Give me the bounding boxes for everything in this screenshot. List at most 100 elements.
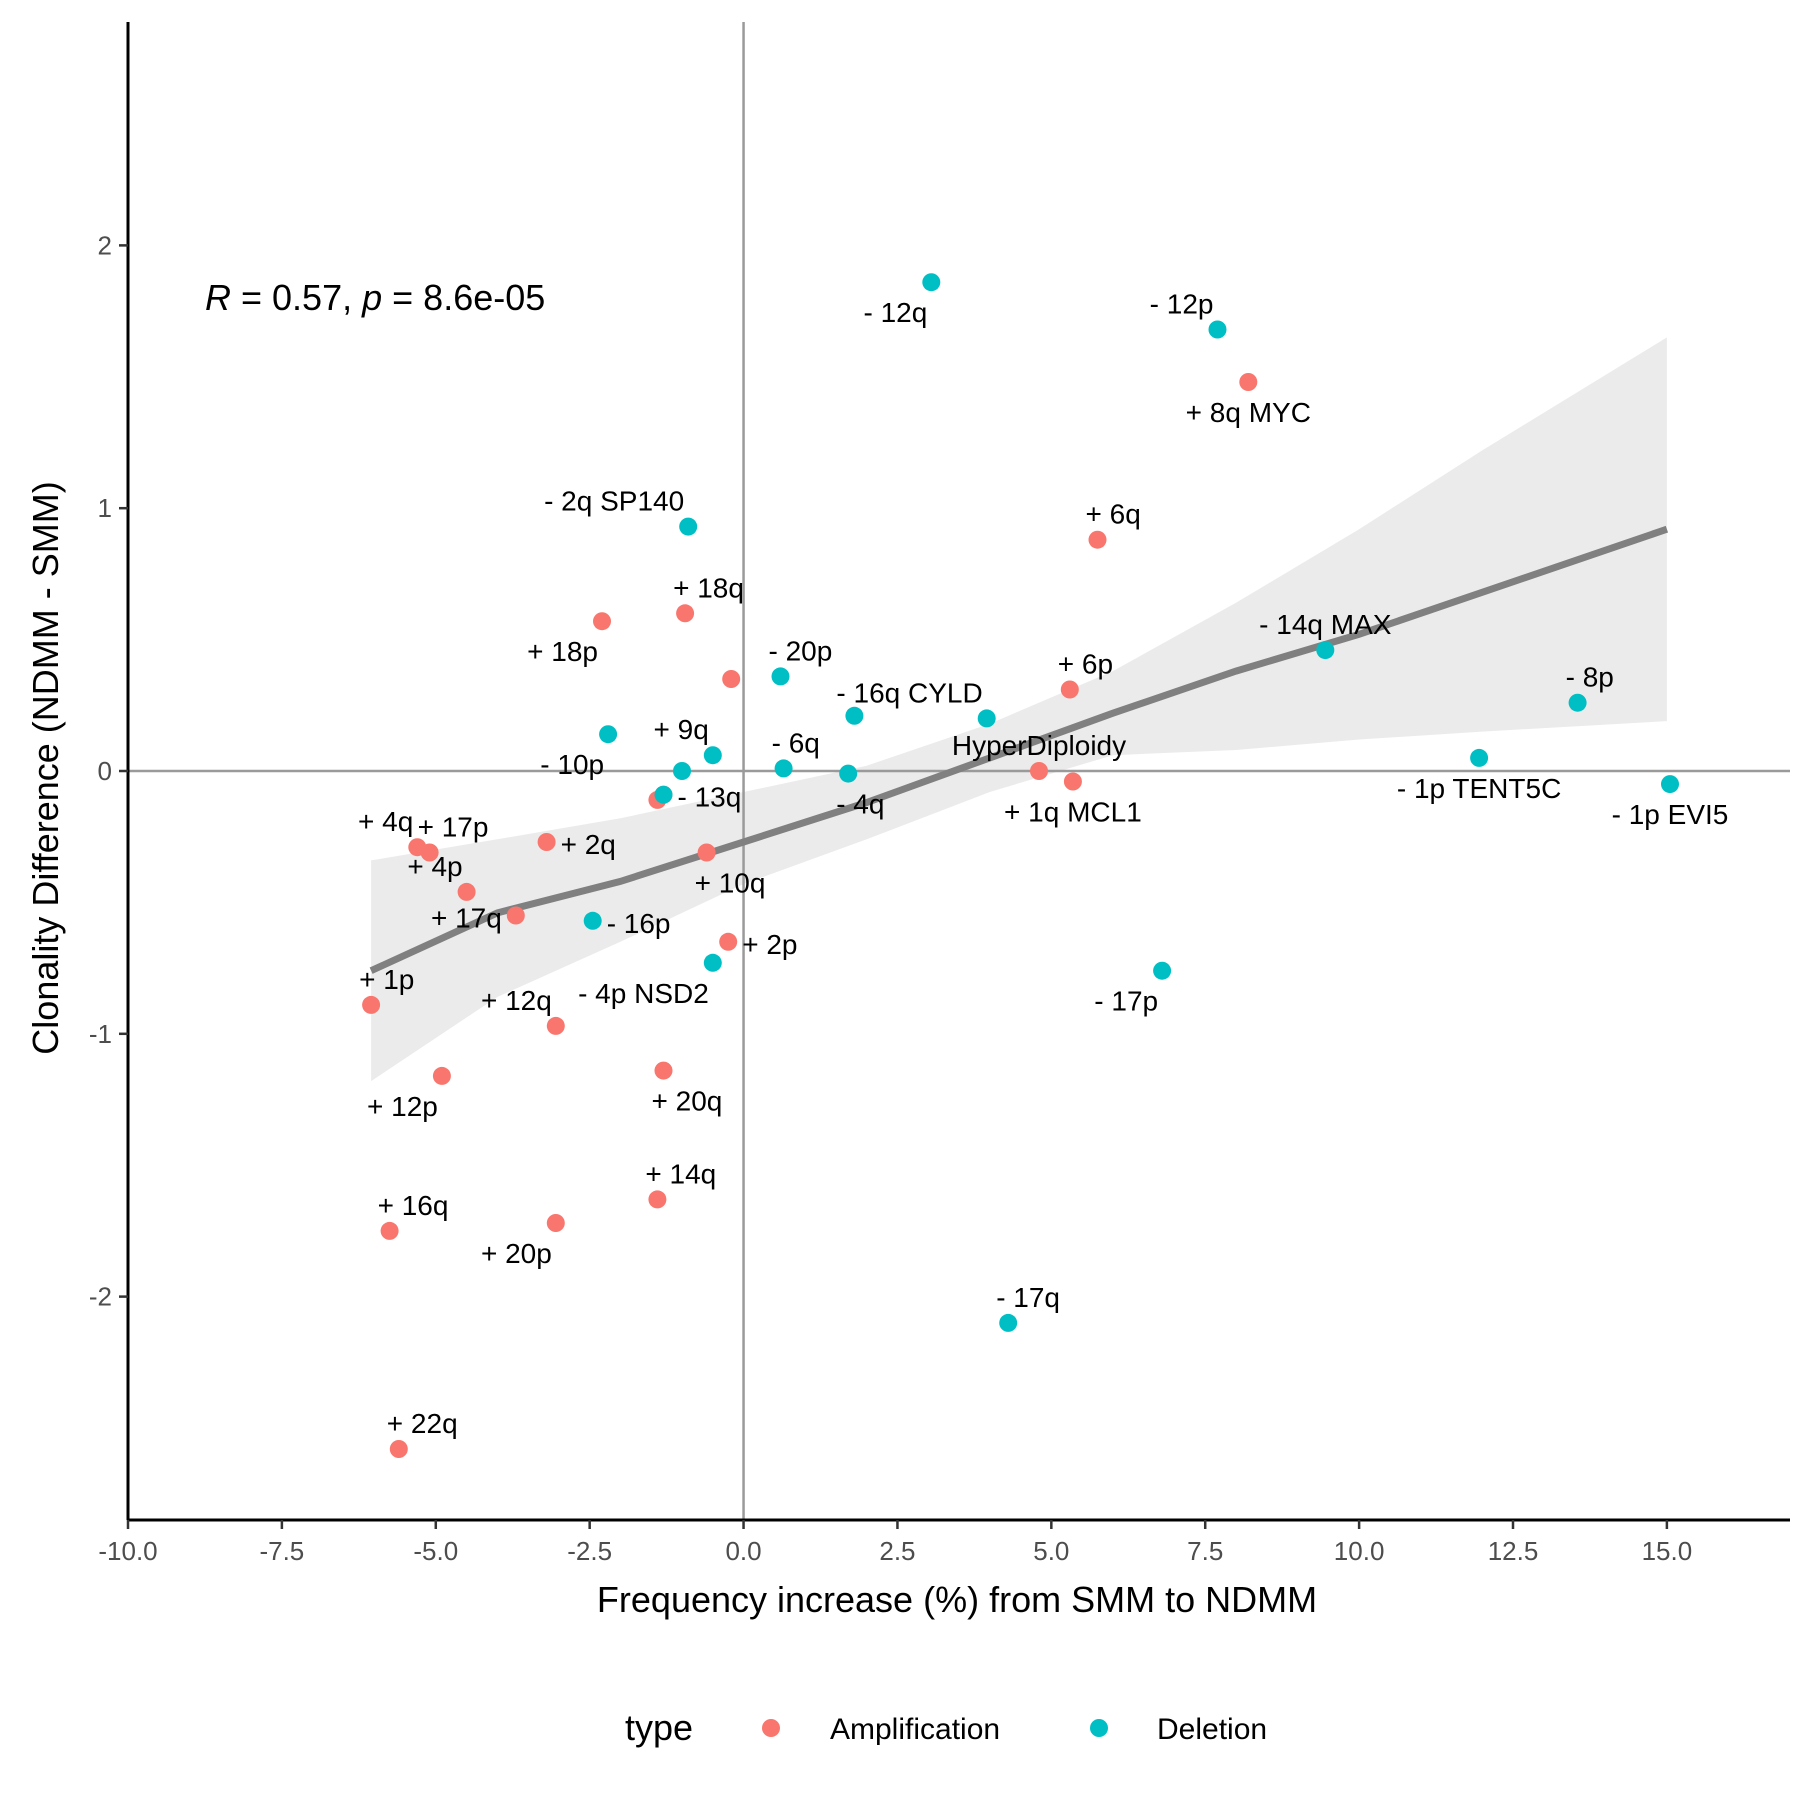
data-point xyxy=(722,670,741,688)
point-label: + 17q xyxy=(431,903,502,934)
point-label: - 17p xyxy=(1094,986,1158,1017)
data-point xyxy=(546,1214,565,1232)
x-tick-label: 10.0 xyxy=(1334,1536,1385,1566)
x-tick-label: 5.0 xyxy=(1033,1536,1069,1566)
y-tick-label: 1 xyxy=(98,493,112,523)
data-point xyxy=(697,843,716,862)
data-point xyxy=(648,1190,667,1209)
legend-swatch-amplification xyxy=(762,1719,780,1737)
p-symbol: p xyxy=(361,277,382,318)
point-label: + 2p xyxy=(742,929,797,960)
r-symbol: R xyxy=(205,277,231,318)
data-point xyxy=(703,746,722,765)
point-label: + 20p xyxy=(481,1238,552,1269)
point-label: + 4q xyxy=(358,806,413,837)
point-label: + 22q xyxy=(387,1408,458,1439)
data-point xyxy=(703,953,722,972)
y-tick-label: 2 xyxy=(98,230,112,260)
point-label: + 17p xyxy=(418,812,489,843)
data-point xyxy=(774,759,793,778)
data-point xyxy=(1060,680,1079,699)
point-label: + 20q xyxy=(652,1086,723,1117)
p-value: = 8.6e-05 xyxy=(382,277,545,318)
point-label: - 13q xyxy=(678,782,742,813)
x-tick-label: -10.0 xyxy=(98,1536,157,1566)
data-point xyxy=(1153,961,1172,980)
point-label: - 14q MAX xyxy=(1259,609,1392,640)
point-label: - 1p TENT5C xyxy=(1397,773,1561,804)
data-point xyxy=(1470,748,1489,767)
legend-swatch-deletion xyxy=(1090,1719,1108,1737)
data-point xyxy=(922,273,941,292)
y-tick-label: 0 xyxy=(98,756,112,786)
x-tick-label: 12.5 xyxy=(1488,1536,1539,1566)
data-point xyxy=(1661,775,1679,794)
data-point xyxy=(845,706,864,725)
data-point xyxy=(432,1066,451,1085)
x-axis-title: Frequency increase (%) from SMM to NDMM xyxy=(597,1579,1317,1620)
data-point xyxy=(593,612,611,631)
confidence-band-group xyxy=(371,337,1667,1082)
data-point xyxy=(977,709,996,728)
data-point xyxy=(1316,641,1335,660)
legend-label-amplification: Amplification xyxy=(830,1713,1000,1746)
legend-label-deletion: Deletion xyxy=(1157,1713,1267,1746)
data-point xyxy=(654,1061,673,1080)
data-point xyxy=(719,932,738,951)
regression-line xyxy=(369,525,1669,974)
x-tick-label: -2.5 xyxy=(567,1536,612,1566)
data-point xyxy=(1030,762,1048,780)
point-label: - 8p xyxy=(1566,662,1614,693)
data-point xyxy=(1568,693,1587,712)
point-label: + 6q xyxy=(1086,499,1141,530)
point-label: - 17q xyxy=(996,1282,1060,1313)
point-label: + 18p xyxy=(527,636,598,667)
correlation-annotation: R = 0.57, p = 8.6e-05 xyxy=(205,277,545,318)
data-point xyxy=(537,833,556,851)
point-label: - 2q SP140 xyxy=(544,486,684,517)
point-label: - 4q xyxy=(836,789,884,820)
x-tick-label: 7.5 xyxy=(1187,1536,1223,1566)
data-point xyxy=(506,906,525,925)
legend: type Amplification Deletion xyxy=(625,1707,1267,1748)
x-tick-label: -5.0 xyxy=(413,1536,458,1566)
y-axis-title: Clonality Difference (NDMM - SMM) xyxy=(25,481,66,1054)
y-tick-label: -2 xyxy=(89,1282,112,1312)
point-label: + 1p xyxy=(359,964,414,995)
point-label: - 12q xyxy=(863,297,927,328)
point-label: + 4p xyxy=(407,851,462,882)
confidence-band xyxy=(371,337,1667,1082)
point-label: - 10p xyxy=(540,749,604,780)
point-labels-group: + 8q MYC + 6q + 18q + 18p + 6p HyperDiploidy +… xyxy=(358,289,1728,1440)
point-label: + 16q xyxy=(378,1190,449,1221)
r-value: = 0.57, xyxy=(231,277,362,318)
data-point xyxy=(654,785,673,804)
data-point xyxy=(546,1016,565,1035)
point-label: HyperDiploidy xyxy=(952,730,1126,761)
point-label: + 12q xyxy=(481,985,552,1016)
point-label: + 14q xyxy=(645,1158,716,1189)
point-label: + 1q MCL1 xyxy=(1004,797,1142,828)
point-label: + 2q xyxy=(561,829,616,860)
x-tick-label: 0.0 xyxy=(725,1536,761,1566)
point-label: - 6q xyxy=(772,727,820,758)
point-label: + 10q xyxy=(695,868,766,899)
x-tick-label: 2.5 xyxy=(879,1536,915,1566)
point-label: + 18q xyxy=(673,572,744,603)
point-label: - 20p xyxy=(769,635,833,666)
data-point xyxy=(583,911,602,930)
point-label: - 16q CYLD xyxy=(836,677,982,708)
data-point xyxy=(380,1221,399,1240)
y-tick-label: -1 xyxy=(89,1019,112,1049)
data-point xyxy=(673,762,691,780)
data-point xyxy=(389,1440,408,1458)
x-tick-label: -7.5 xyxy=(259,1536,304,1566)
data-point xyxy=(999,1313,1018,1332)
data-point xyxy=(457,882,476,901)
point-label: + 8q MYC xyxy=(1186,397,1311,428)
data-points-group xyxy=(362,273,1679,1458)
data-point xyxy=(362,995,381,1014)
point-label: - 4p NSD2 xyxy=(578,978,709,1009)
point-label: - 12p xyxy=(1150,289,1214,320)
data-point xyxy=(771,667,790,686)
